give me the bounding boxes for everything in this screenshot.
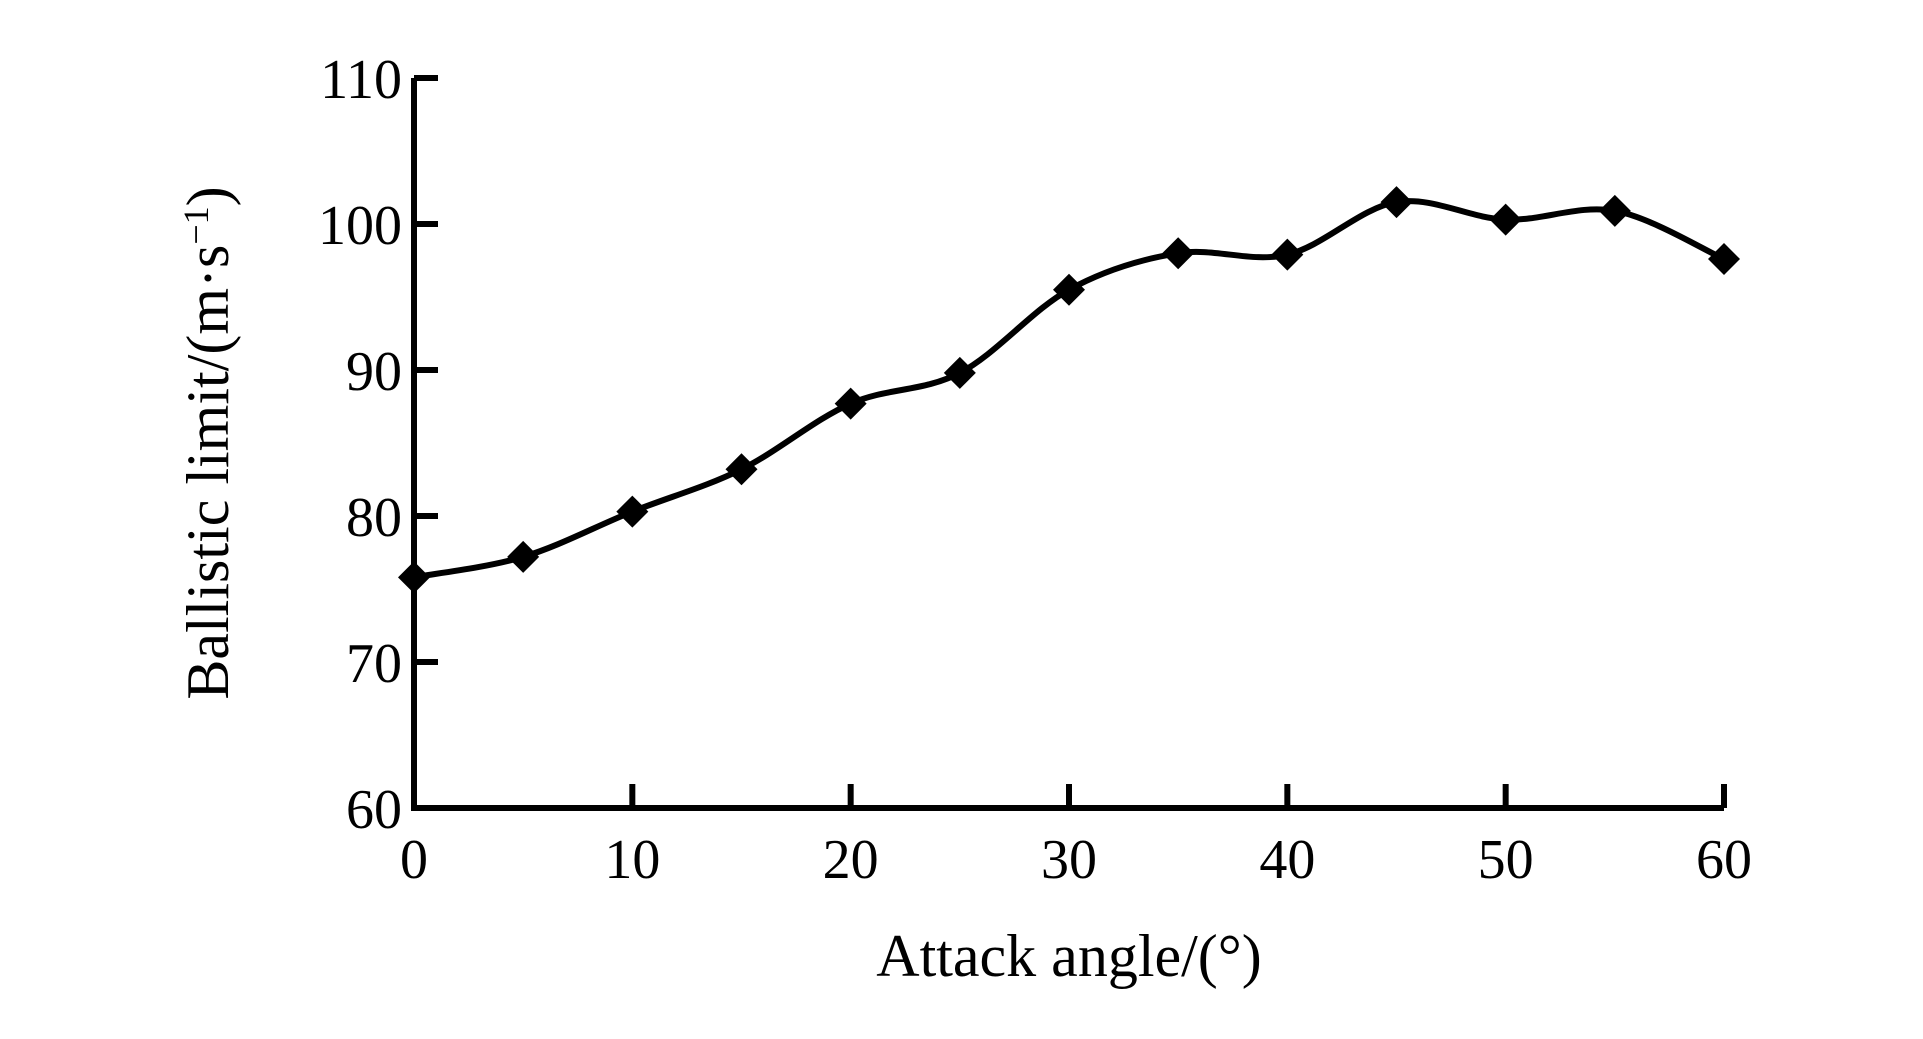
- data-point-marker: [1271, 238, 1304, 271]
- y-tick-label: 100: [318, 195, 402, 257]
- data-point-marker: [943, 356, 976, 389]
- y-tick-label: 60: [346, 779, 402, 841]
- x-tick-label: 0: [400, 829, 428, 891]
- y-tick-label: 70: [346, 633, 402, 695]
- series-line: [411, 198, 1727, 581]
- series-markers: [398, 186, 1740, 594]
- data-point-marker: [1708, 243, 1740, 276]
- data-point-marker: [1162, 237, 1195, 270]
- x-tick-label: 20: [823, 829, 879, 891]
- y-tick-label: 80: [346, 487, 402, 549]
- data-point-marker: [1380, 186, 1413, 219]
- y-tick-label: 110: [320, 49, 402, 111]
- x-tick-label: 10: [604, 829, 660, 891]
- x-tick-label: 30: [1041, 829, 1097, 891]
- data-point-marker: [1489, 203, 1522, 236]
- data-point-marker: [616, 495, 649, 528]
- x-tick-label: 40: [1259, 829, 1315, 891]
- x-tick-label: 50: [1478, 829, 1534, 891]
- data-point-marker: [507, 540, 540, 573]
- y-axis-title-main: Ballistic limit/(m·s: [175, 245, 241, 700]
- data-point-marker: [1598, 194, 1631, 227]
- axes: [411, 78, 1724, 811]
- y-axis-title-close: ): [175, 186, 241, 206]
- y-axis-title: Ballistic limit/(m·s−1): [175, 186, 241, 699]
- x-tick-label: 60: [1696, 829, 1752, 891]
- x-ticks: 0 10 20 30 40 50 60: [400, 784, 1752, 891]
- data-point-marker: [725, 453, 758, 486]
- data-point-marker: [1053, 273, 1085, 306]
- data-point-marker: [398, 561, 430, 594]
- data-point-marker: [834, 387, 867, 420]
- y-axis-title-superscript: −1: [176, 206, 216, 244]
- y-tick-label: 90: [346, 341, 402, 403]
- y-ticks: 60 70 80 90 100 110: [318, 49, 438, 841]
- x-axis-title: Attack angle/(°): [876, 923, 1262, 989]
